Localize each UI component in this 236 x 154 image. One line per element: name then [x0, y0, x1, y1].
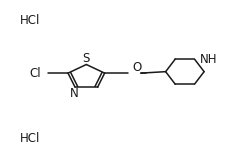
Text: S: S — [83, 52, 90, 65]
Text: O: O — [132, 61, 141, 73]
Text: NH: NH — [200, 53, 218, 66]
Text: HCl: HCl — [19, 132, 40, 145]
Text: Cl: Cl — [30, 67, 41, 80]
Text: HCl: HCl — [19, 14, 40, 27]
Text: N: N — [69, 87, 78, 100]
